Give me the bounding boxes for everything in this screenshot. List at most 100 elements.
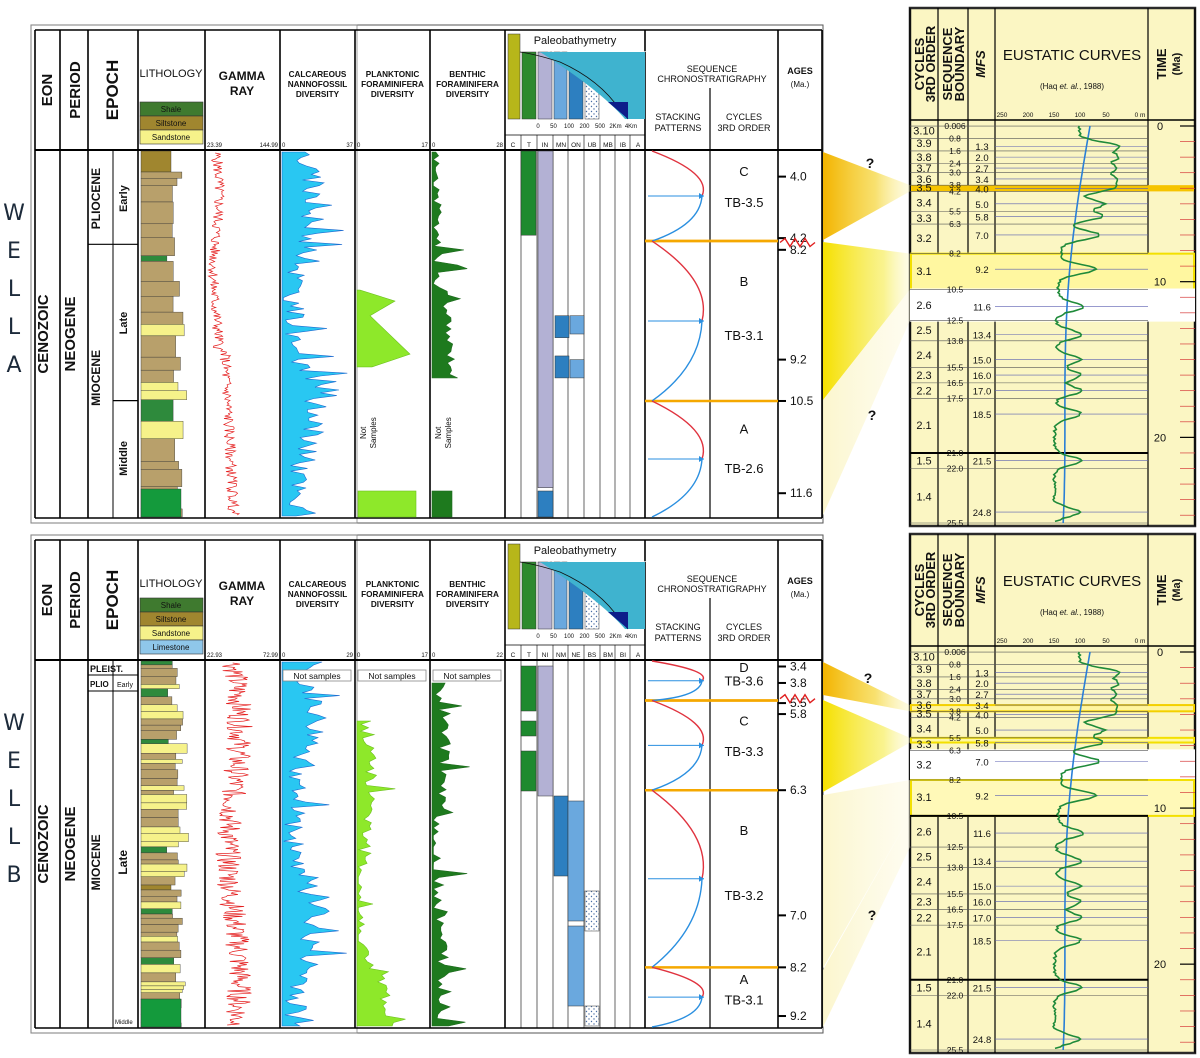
not-samples-note: Not	[434, 426, 443, 439]
mfs-header: MFS	[973, 576, 988, 604]
cycle-label: 3.2	[916, 233, 931, 245]
zone-code: ON	[571, 142, 581, 149]
lithology-bed	[140, 759, 183, 764]
sequence-boundary-age: 15.5	[947, 889, 964, 899]
sequence-boundary-age: 3.0	[949, 168, 961, 178]
age-label: 9.2	[790, 353, 807, 367]
plank-scale-min: 0	[357, 143, 361, 149]
mfs-age: 3.4	[975, 701, 988, 712]
benth-scale-min: 0	[432, 653, 436, 659]
mfs-age: 5.8	[975, 739, 988, 750]
benth-header: BENTHIC	[449, 580, 485, 589]
depth-scale-tick: 4Km	[625, 634, 637, 640]
mfs-age: 15.0	[973, 356, 992, 367]
sequence-boundary-age: 2.4	[949, 158, 961, 168]
sequence-boundary-age: 25.5	[947, 518, 964, 528]
gamma-ray-log	[207, 152, 241, 516]
eon-header: EON	[39, 74, 56, 107]
lithology-bed	[140, 809, 179, 818]
sequence-header: CHRONOSTRATIGRAPHY	[657, 584, 766, 594]
epoch-pleistocene: PLEIST.	[90, 664, 123, 674]
mfs-age: 3.4	[975, 175, 988, 186]
nanno-header: DIVERSITY	[296, 90, 340, 99]
lithology-bed	[140, 992, 180, 1000]
sequence-boundary-age: 12.5	[947, 842, 964, 852]
sea-level-tick: 0 m	[1135, 112, 1146, 119]
nannofossil-diversity	[281, 661, 347, 1027]
cycle-label: 3.6	[916, 700, 931, 712]
lithology-bed	[140, 261, 174, 282]
cycle-label: 3.8	[916, 678, 931, 690]
sea-level-tick: 0 m	[1135, 638, 1146, 645]
long-term-curve	[1062, 125, 1091, 524]
sequence-boundary-age: 12.5	[947, 316, 964, 326]
sea-level-tick: 250	[997, 112, 1008, 119]
sequence-header: SEQUENCE	[687, 64, 738, 74]
sequence-boundary-age: 13.8	[947, 862, 964, 872]
lithology-bed	[140, 763, 176, 770]
sequence-boundary-age: 0.8	[949, 659, 961, 669]
zone-code: IN	[542, 142, 549, 149]
period-header: PERIOD	[67, 61, 84, 119]
sea-floor-profile	[519, 561, 629, 630]
zone-code: NM	[556, 652, 566, 659]
lithology-legend-label: Sandstone	[152, 133, 191, 142]
eon-value: CENOZOIC	[35, 294, 52, 373]
correlation-wedge	[823, 289, 910, 515]
nanno-scale-min: 0	[282, 653, 286, 659]
benthic-diversity	[431, 151, 468, 379]
stacking-header: PATTERNS	[655, 633, 702, 643]
period-header: PERIOD	[67, 571, 84, 629]
sea-floor-profile	[519, 51, 629, 120]
lithology-bed	[140, 753, 177, 760]
zone-code: BS	[588, 652, 597, 659]
cycle-label: 2.2	[916, 386, 931, 398]
sequence-boundary-age: 16.5	[947, 378, 964, 388]
gamma-header: GAMMA	[219, 579, 266, 593]
time-header: (Ma)	[1171, 578, 1183, 601]
subtitle-part: (Haq	[1040, 608, 1060, 617]
bathy-transitional	[520, 150, 537, 236]
correlation-wedges: ????	[823, 152, 910, 1027]
transgressive-trend	[651, 680, 703, 702]
sequence-letter: A	[740, 421, 749, 436]
lithology-bed	[140, 324, 185, 337]
time-header: TIME	[1154, 48, 1169, 79]
correlation-wedge	[823, 815, 910, 1027]
lithology-bed	[140, 802, 187, 810]
lithology-bed	[140, 846, 167, 854]
time-tick-label: 10	[1154, 803, 1166, 815]
sea-level-tick: 50	[1102, 112, 1110, 119]
sequence-boundary-age: 22.0	[947, 990, 964, 1000]
paleobathymetry-header: Paleobathymetry	[534, 35, 617, 47]
data-area: CENOZOIC NEOGENE PLIOCENE MIOCENE Early Late M…	[35, 150, 816, 518]
transgressive-trend	[651, 878, 703, 968]
mfs-age: 5.0	[975, 726, 988, 737]
benth-header: FORAMINIFERA	[436, 80, 499, 89]
mfs-age: 18.5	[973, 410, 992, 421]
sub-epoch-middle: Middle	[115, 1020, 133, 1026]
paleobathymetry-diagram: 0 50 100 200 500 2Km 4Km C T NI NM NE BS BM BI A	[505, 543, 649, 1028]
correlation-wedge	[823, 242, 910, 400]
cycle-label: 2.3	[916, 897, 931, 909]
wave-mark	[551, 48, 565, 52]
plank-header: DIVERSITY	[371, 600, 415, 609]
sequence-header: CHRONOSTRATIGRAPHY	[657, 74, 766, 84]
cycle-label: 2.2	[916, 912, 931, 924]
mfs-age: 2.0	[975, 153, 988, 164]
well-label-letter: W	[3, 711, 25, 736]
plank-header: FORAMINIFERA	[361, 80, 424, 89]
sequence-boundary-age: 0.006	[944, 647, 966, 657]
lithology-bed	[140, 778, 178, 786]
lithology-bed	[140, 382, 179, 391]
lithology-bed	[140, 972, 176, 983]
wave-mark	[563, 48, 577, 52]
lithology-bed	[140, 852, 178, 861]
correlation-wedge	[823, 700, 910, 792]
sequence-code: TB-3.2	[724, 888, 763, 903]
mfs-age: 13.4	[973, 331, 992, 342]
wave-mark	[587, 48, 601, 52]
mfs-age: 4.0	[975, 710, 988, 721]
lithology-bed	[140, 390, 187, 400]
period-value: NEOGENE	[62, 296, 79, 371]
